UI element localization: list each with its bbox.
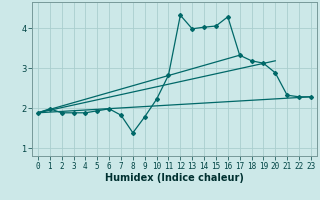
- X-axis label: Humidex (Indice chaleur): Humidex (Indice chaleur): [105, 173, 244, 183]
